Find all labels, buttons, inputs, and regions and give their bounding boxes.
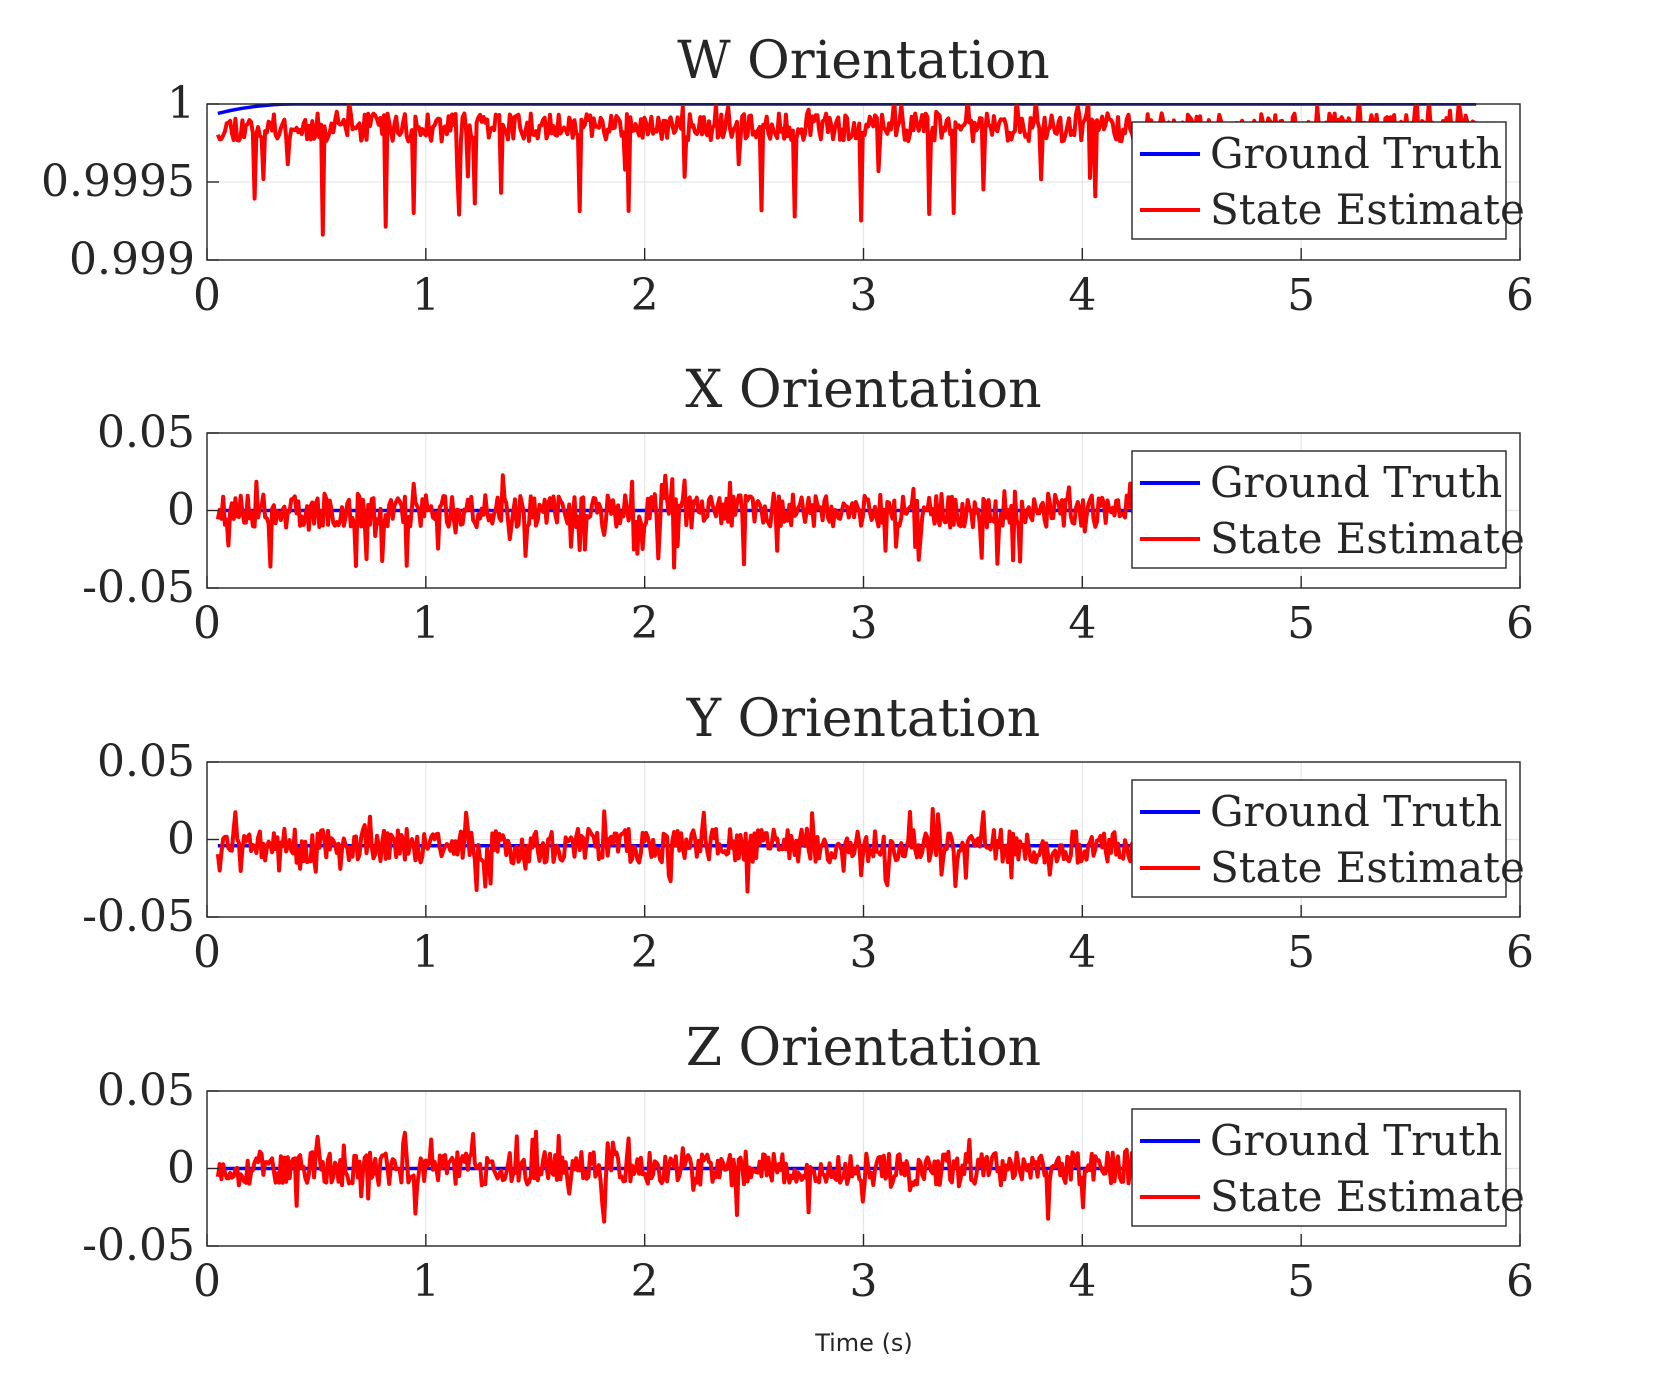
y-tick-label: -0.05	[82, 1220, 195, 1271]
y-tick-label: -0.05	[82, 891, 195, 942]
x-tick-label: 0	[193, 598, 221, 649]
y-tick-label: 0	[167, 1143, 195, 1194]
x-tick-label: 5	[1287, 927, 1315, 978]
legend: Ground Truth State Estimate	[1131, 1108, 1525, 1227]
x-tick-label: 4	[1068, 598, 1096, 649]
x-tick-label: 6	[1506, 927, 1534, 978]
legend: Ground Truth State Estimate	[1131, 121, 1525, 240]
legend-label: Ground Truth	[1210, 458, 1502, 507]
legend-box	[1131, 779, 1507, 898]
x-axis-label: Time (s)	[814, 1329, 913, 1357]
legend-label: State Estimate	[1210, 514, 1525, 563]
x-tick-label: 6	[1506, 1256, 1534, 1307]
x-tick-label: 3	[850, 598, 878, 649]
x-tick-label: 3	[850, 927, 878, 978]
subplot-1: 0 1 2 3 4 5 6 0.999 0.9995 1 W Orientation Ground T…	[41, 31, 1534, 321]
legend: Ground Truth State Estimate	[1131, 779, 1525, 898]
x-tick-label: 4	[1068, 1256, 1096, 1307]
x-tick-label: 1	[412, 270, 440, 321]
x-tick-label: 3	[850, 270, 878, 321]
legend-label: Ground Truth	[1210, 787, 1502, 836]
x-tick-label: 0	[193, 270, 221, 321]
y-tick-label: 0.05	[97, 736, 195, 787]
x-tick-label: 0	[193, 927, 221, 978]
legend-label: State Estimate	[1210, 185, 1525, 234]
y-tick-label: 0.05	[97, 407, 195, 458]
x-tick-label: 2	[631, 598, 659, 649]
x-tick-label: 0	[193, 1256, 221, 1307]
y-tick-label: 0.05	[97, 1065, 195, 1116]
legend-box	[1131, 450, 1507, 569]
legend-label: State Estimate	[1210, 843, 1525, 892]
x-tick-label: 6	[1506, 270, 1534, 321]
subplot-title: Z Orientation	[686, 1018, 1041, 1078]
x-tick-label: 6	[1506, 598, 1534, 649]
legend-label: State Estimate	[1210, 1172, 1525, 1221]
x-tick-label: 2	[631, 270, 659, 321]
legend-box	[1131, 121, 1507, 240]
y-tick-label: -0.05	[82, 562, 195, 613]
x-tick-label: 1	[412, 598, 440, 649]
y-tick-label: 0.9995	[41, 156, 195, 207]
legend-label: Ground Truth	[1210, 1116, 1502, 1165]
x-tick-label: 2	[631, 927, 659, 978]
x-tick-label: 2	[631, 1256, 659, 1307]
legend-box	[1131, 1108, 1507, 1227]
x-tick-label: 5	[1287, 270, 1315, 321]
x-tick-label: 5	[1287, 598, 1315, 649]
subplot-title: Y Orientation	[686, 689, 1040, 749]
y-tick-label: 1	[167, 78, 195, 129]
subplot-title: X Orientation	[685, 360, 1041, 420]
legend-label: Ground Truth	[1210, 129, 1502, 178]
x-tick-label: 3	[850, 1256, 878, 1307]
x-tick-label: 4	[1068, 270, 1096, 321]
subplot-title: W Orientation	[677, 31, 1050, 91]
series-line-ground-truth	[217, 103, 1477, 116]
y-tick-label: 0	[167, 485, 195, 536]
x-tick-label: 1	[412, 927, 440, 978]
x-tick-label: 1	[412, 1256, 440, 1307]
y-tick-label: 0	[167, 814, 195, 865]
x-tick-label: 5	[1287, 1256, 1315, 1307]
y-tick-label: 0.999	[69, 234, 195, 285]
x-tick-label: 4	[1068, 927, 1096, 978]
legend: Ground Truth State Estimate	[1131, 450, 1525, 569]
